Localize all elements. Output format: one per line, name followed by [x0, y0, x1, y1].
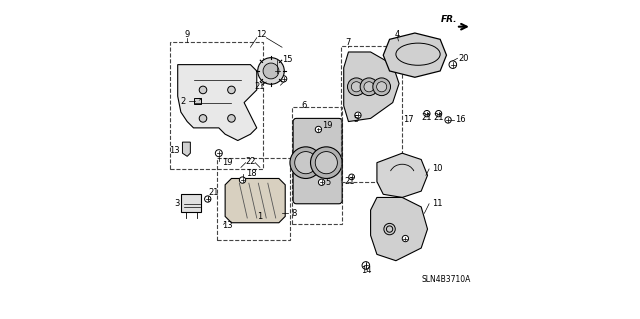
Text: 5: 5	[354, 115, 359, 123]
Circle shape	[355, 112, 361, 118]
Circle shape	[351, 82, 362, 92]
Circle shape	[263, 63, 279, 79]
Bar	[292, 107, 342, 224]
Circle shape	[435, 110, 442, 117]
Circle shape	[258, 58, 284, 84]
Circle shape	[205, 196, 211, 202]
Circle shape	[228, 115, 236, 122]
Circle shape	[360, 78, 378, 96]
Circle shape	[348, 78, 365, 96]
Text: 3: 3	[174, 199, 179, 208]
Polygon shape	[178, 65, 257, 141]
Circle shape	[310, 147, 342, 178]
Text: 8: 8	[292, 209, 297, 218]
Text: 13: 13	[169, 145, 179, 154]
Polygon shape	[371, 197, 428, 261]
Bar	[217, 158, 290, 240]
Text: 16: 16	[455, 115, 466, 124]
Circle shape	[199, 115, 207, 122]
FancyBboxPatch shape	[181, 194, 202, 212]
Circle shape	[316, 152, 337, 174]
Circle shape	[364, 82, 374, 92]
Circle shape	[387, 226, 393, 232]
Text: 17: 17	[403, 115, 413, 124]
Text: 9: 9	[184, 30, 190, 39]
FancyBboxPatch shape	[193, 99, 202, 104]
Bar	[340, 46, 402, 182]
Polygon shape	[383, 33, 447, 77]
Circle shape	[294, 152, 317, 174]
Text: 13: 13	[222, 221, 232, 230]
Text: 21: 21	[422, 113, 432, 122]
Circle shape	[402, 235, 408, 242]
Polygon shape	[377, 153, 428, 197]
Text: 4: 4	[395, 30, 400, 39]
Polygon shape	[344, 52, 399, 122]
Text: 11: 11	[432, 199, 443, 208]
Circle shape	[239, 177, 246, 183]
Text: ×: ×	[197, 97, 202, 102]
Circle shape	[319, 179, 324, 185]
Text: 19: 19	[323, 121, 333, 130]
Text: 18: 18	[246, 169, 256, 178]
Bar	[170, 42, 263, 169]
Text: 12: 12	[256, 30, 267, 39]
Text: 19: 19	[222, 158, 232, 167]
Text: 20: 20	[458, 54, 469, 63]
Circle shape	[228, 86, 236, 94]
Text: 10: 10	[432, 165, 443, 174]
Circle shape	[290, 147, 321, 178]
Circle shape	[215, 150, 222, 157]
Text: 21: 21	[433, 113, 444, 122]
Text: 21: 21	[209, 188, 219, 197]
Text: 14: 14	[360, 266, 371, 275]
Circle shape	[373, 78, 390, 96]
Text: 21: 21	[345, 176, 355, 186]
Text: 22: 22	[245, 157, 256, 166]
Circle shape	[362, 262, 370, 269]
Circle shape	[424, 110, 430, 117]
Circle shape	[280, 76, 287, 82]
Text: 7: 7	[346, 38, 351, 47]
Text: 15: 15	[282, 56, 292, 64]
Text: 1: 1	[257, 212, 262, 221]
Circle shape	[349, 174, 355, 180]
Text: 5: 5	[326, 178, 331, 187]
Circle shape	[384, 223, 396, 235]
Text: 21: 21	[255, 82, 265, 91]
Text: SLN4B3710A: SLN4B3710A	[421, 275, 470, 284]
Circle shape	[376, 82, 387, 92]
Text: 6: 6	[301, 101, 307, 110]
Polygon shape	[225, 178, 285, 223]
Circle shape	[199, 86, 207, 94]
Text: 2: 2	[180, 97, 186, 106]
Text: FR.: FR.	[441, 15, 458, 24]
FancyBboxPatch shape	[293, 118, 342, 204]
Polygon shape	[182, 142, 190, 156]
Circle shape	[445, 117, 451, 123]
Circle shape	[273, 67, 282, 75]
Circle shape	[449, 61, 456, 69]
Circle shape	[316, 126, 321, 133]
